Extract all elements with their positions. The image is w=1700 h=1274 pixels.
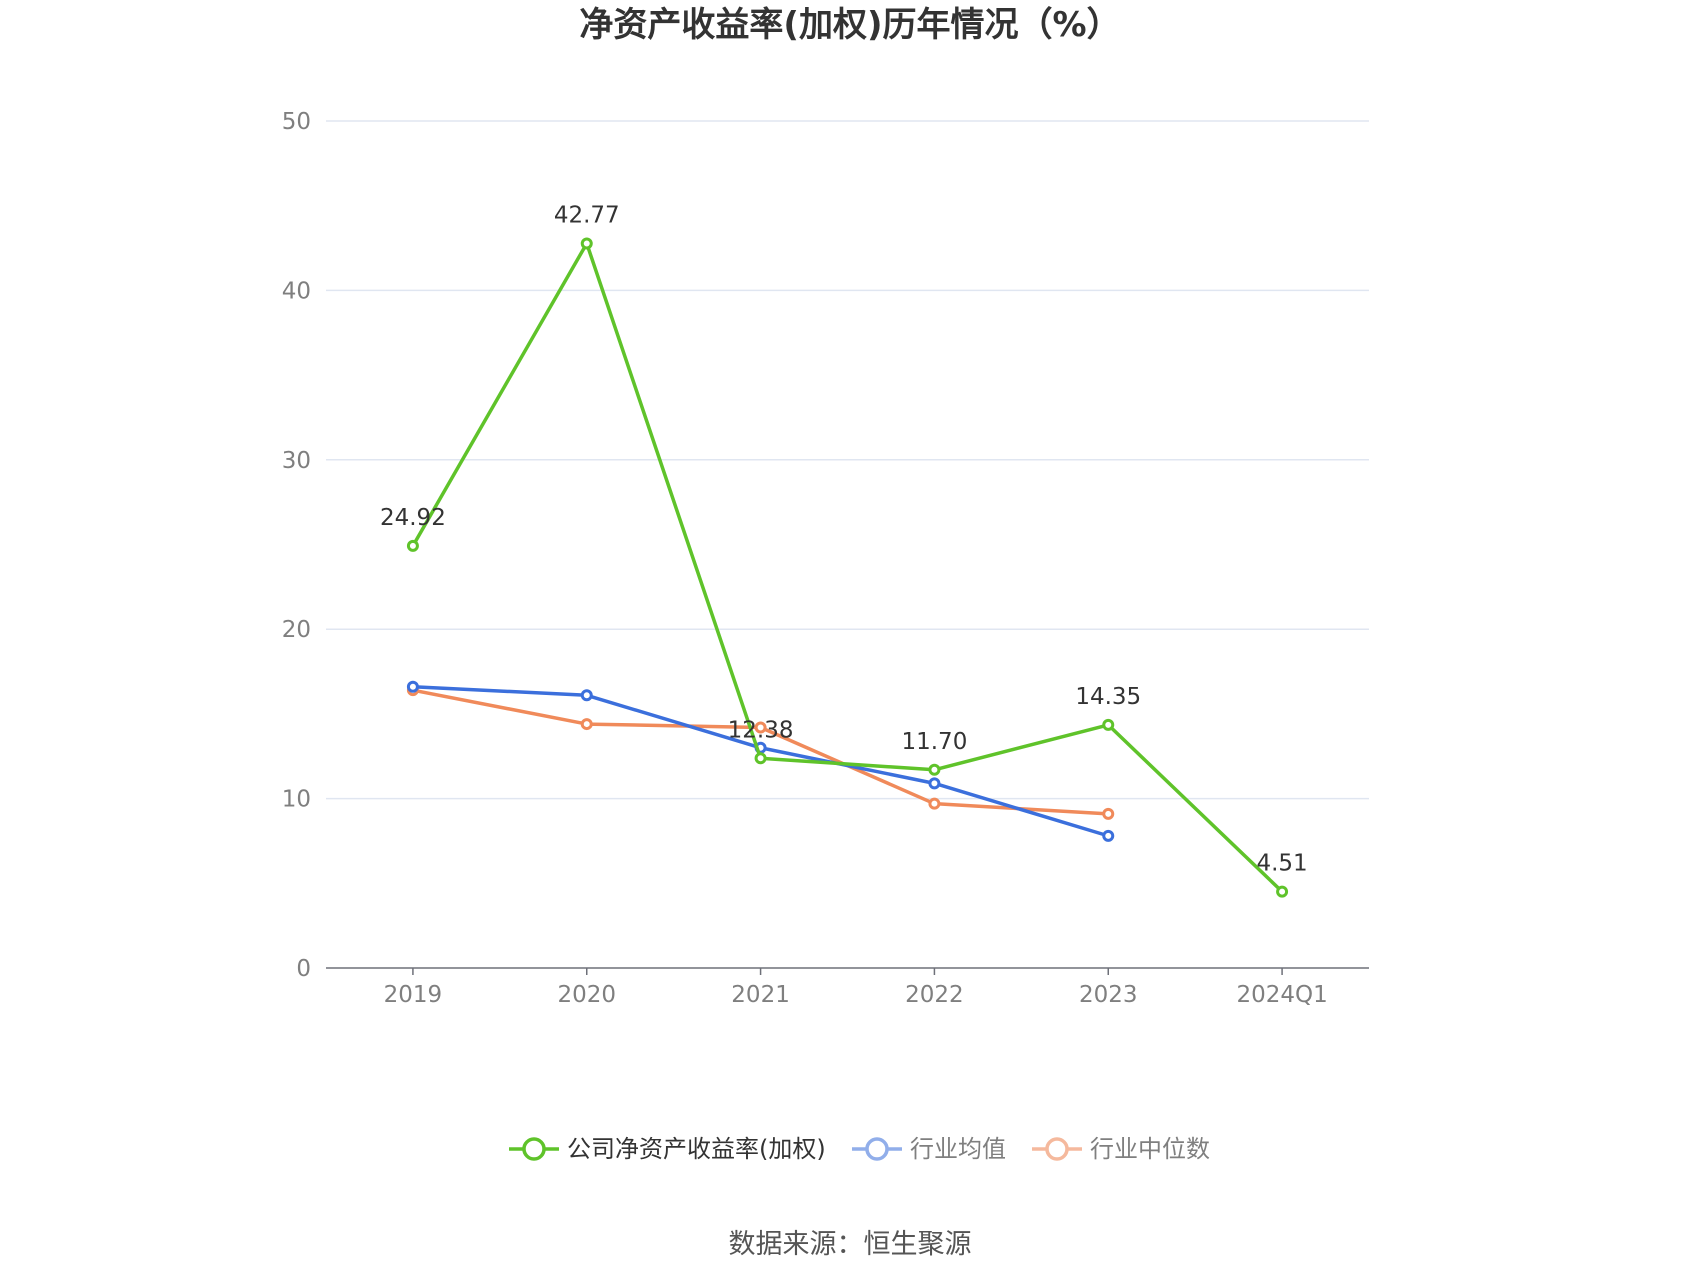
y-axis-ticks: 0 10 20 30 40 50 [282,109,311,982]
legend-marker [522,1137,546,1161]
data-point [580,689,593,702]
x-axis: 2019 2020 2021 2022 2023 2024Q1 [326,967,1369,1008]
x-tick-label: 2020 [557,982,616,1008]
y-tick-label: 0 [296,956,311,982]
data-point [1276,885,1289,898]
data-label: 4.51 [1256,851,1307,877]
series-layer [406,237,1289,898]
y-tick-label: 30 [282,448,311,474]
legend-label: 行业均值 [910,1135,1006,1163]
legend-marker [1045,1137,1069,1161]
data-point [580,718,593,731]
data-source: 数据来源：恒生聚源 [729,1229,972,1260]
legend-item-0[interactable]: 公司净资产收益率(加权) [509,1135,826,1163]
legend-label: 行业中位数 [1090,1135,1210,1163]
legend-item-1[interactable]: 行业均值 [852,1135,1006,1163]
series-1 [406,680,1115,842]
data-point [928,797,941,810]
data-point [1102,718,1115,731]
data-label: 12.38 [728,717,794,743]
x-tick-label: 2023 [1079,982,1138,1008]
x-tick-label: 2024Q1 [1236,982,1327,1008]
data-point [580,237,593,250]
data-label: 42.77 [554,202,620,228]
data-point [754,752,767,765]
data-point [928,777,941,790]
data-label: 24.92 [380,505,446,531]
data-point [754,721,767,734]
data-labels: 24.92 42.77 12.38 11.70 14.35 4.51 [380,202,1308,876]
legend-marker [865,1137,889,1161]
data-point [406,539,419,552]
y-tick-label: 50 [282,109,311,135]
chart-title: 净资产收益率(加权)历年情况（%） [579,5,1120,45]
grid-lines [326,120,1369,800]
y-tick-label: 20 [282,617,311,643]
x-tick-label: 2019 [384,982,443,1008]
data-point [406,680,419,693]
data-point [1102,829,1115,842]
data-label: 11.70 [901,729,967,755]
legend-label: 公司净资产收益率(加权) [567,1135,826,1163]
legend-item-2[interactable]: 行业中位数 [1032,1135,1210,1163]
y-tick-label: 40 [282,278,311,304]
data-point [928,763,941,776]
data-label: 14.35 [1075,684,1141,710]
y-tick-label: 10 [282,787,311,813]
x-tick-label: 2021 [731,982,790,1008]
data-point [1102,807,1115,820]
series-0 [406,237,1289,898]
series-line [411,241,1284,893]
legend: 公司净资产收益率(加权) 行业均值 行业中位数 [509,1135,1210,1163]
x-tick-label: 2022 [905,982,964,1008]
